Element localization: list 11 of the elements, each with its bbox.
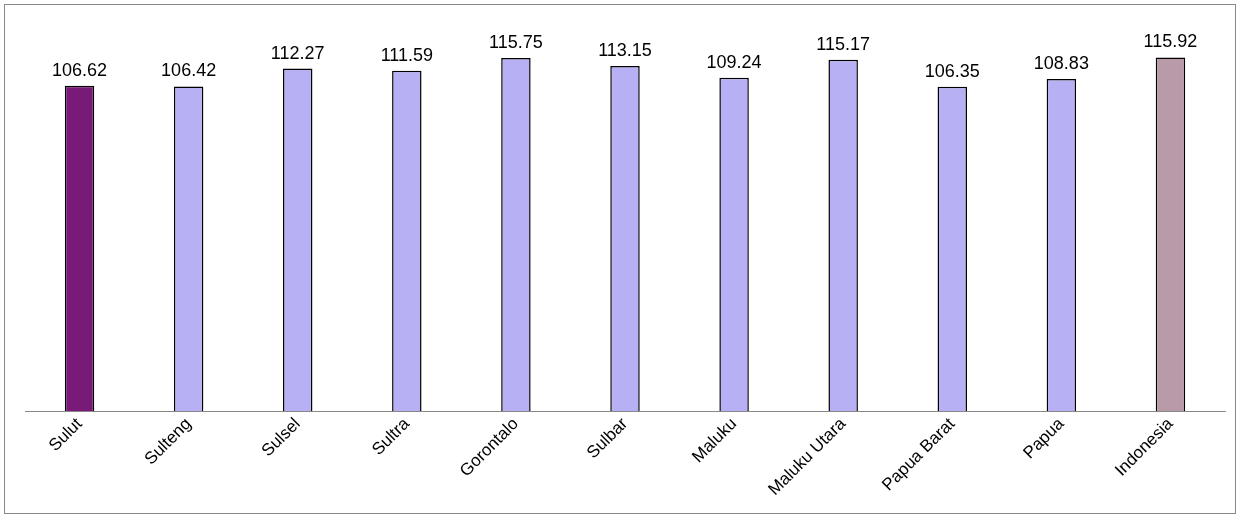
data-label: 108.83 [1033, 53, 1089, 74]
data-label: 112.27 [270, 42, 325, 63]
data-label: 115.92 [1143, 31, 1198, 52]
data-label: 111.59 [380, 44, 434, 65]
data-label: 106.35 [924, 60, 980, 81]
data-label: 106.42 [161, 60, 217, 81]
data-label: 115.17 [816, 33, 871, 54]
data-label: 115.75 [489, 31, 543, 52]
data-label: 113.15 [598, 39, 652, 60]
data-label: 106.62 [52, 59, 108, 80]
data-label: 109.24 [706, 51, 762, 72]
